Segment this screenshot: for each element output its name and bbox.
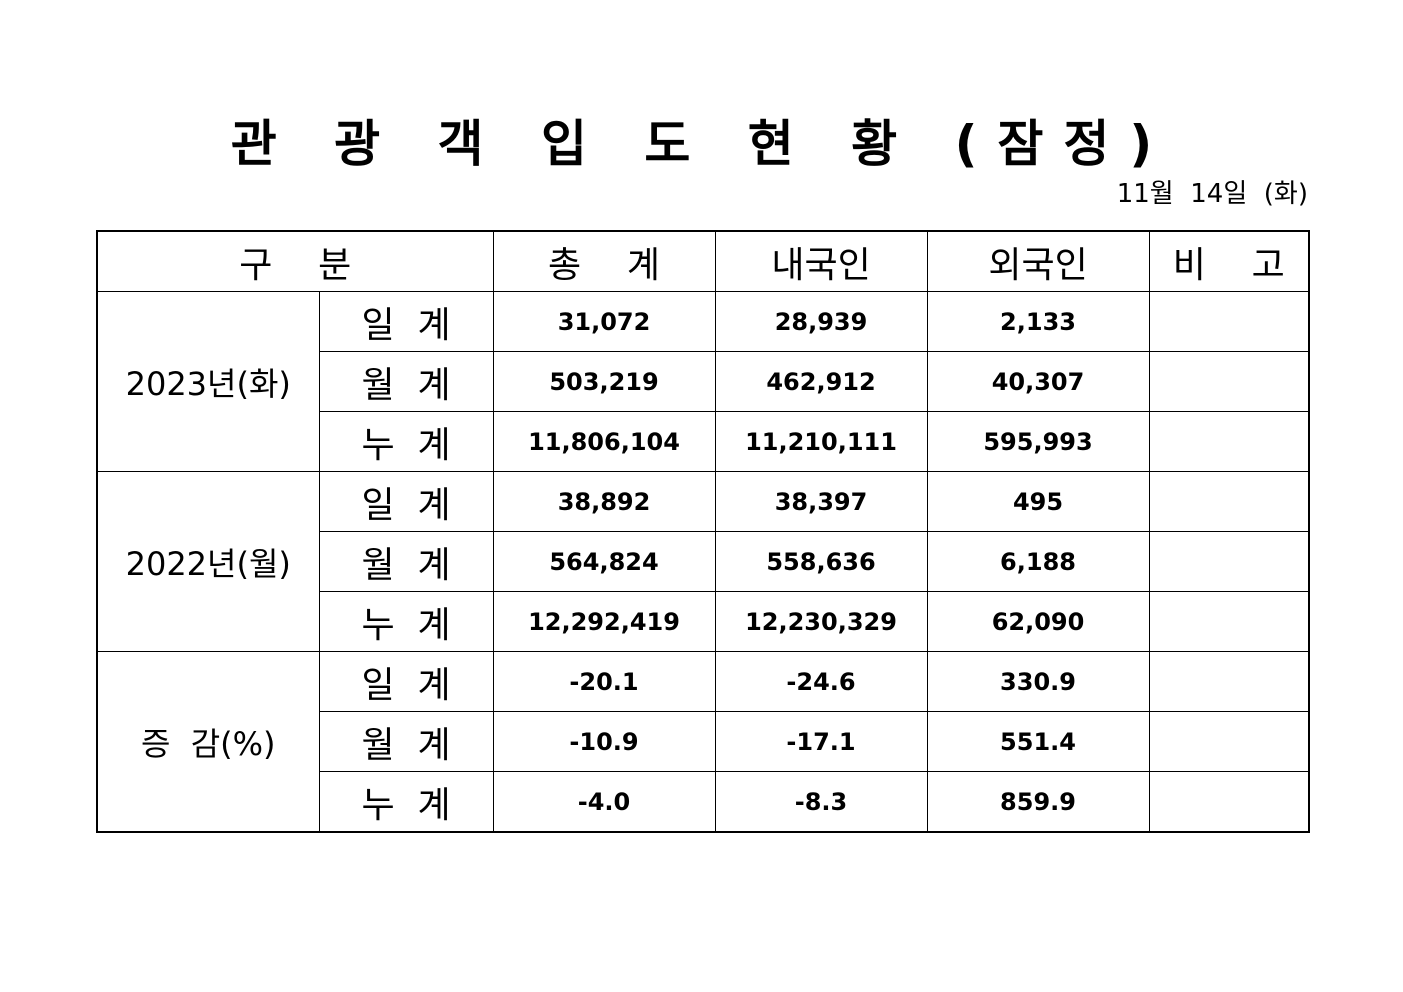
row-label: 누 계 <box>318 771 494 833</box>
cell-domestic: 462,912 <box>714 351 928 412</box>
cell-foreign: 2,133 <box>926 291 1150 352</box>
row-label: 누 계 <box>318 591 494 652</box>
cell-foreign: 40,307 <box>926 351 1150 412</box>
cell-foreign: 551.4 <box>926 711 1150 772</box>
cell-total: 31,072 <box>492 291 716 352</box>
cell-note <box>1148 411 1310 472</box>
cell-domestic: 28,939 <box>714 291 928 352</box>
cell-total: -10.9 <box>492 711 716 772</box>
group-label-2023: 2023년(화) <box>96 291 320 472</box>
cell-total: -4.0 <box>492 771 716 833</box>
cell-note <box>1148 531 1310 592</box>
cell-foreign: 859.9 <box>926 771 1150 833</box>
tourist-arrivals-table: 구 분 총 계 내국인 외국인 비 고 2023년(화) 일 계 31,072 … <box>96 230 1311 833</box>
cell-domestic: -24.6 <box>714 651 928 712</box>
row-label: 일 계 <box>318 651 494 712</box>
group-label-2022: 2022년(월) <box>96 471 320 652</box>
table-row: 월 계 -10.9 -17.1 551.4 <box>97 711 1310 772</box>
cell-domestic: 11,210,111 <box>714 411 928 472</box>
cell-domestic: -17.1 <box>714 711 928 772</box>
table-row: 증 감(%) 일 계 -20.1 -24.6 330.9 <box>96 651 1310 833</box>
cell-foreign: 595,993 <box>926 411 1150 472</box>
cell-total: 503,219 <box>492 351 716 412</box>
cell-total: -20.1 <box>492 651 716 712</box>
table-row: 월 계 564,824 558,636 6,188 <box>97 531 1310 592</box>
cell-foreign: 495 <box>926 471 1150 532</box>
table-row: 누 계 12,292,419 12,230,329 62,090 <box>97 591 1310 652</box>
cell-domestic: 12,230,329 <box>714 591 928 652</box>
row-label: 월 계 <box>318 711 494 772</box>
cell-domestic: -8.3 <box>714 771 928 833</box>
cell-domestic: 558,636 <box>714 531 928 592</box>
header-foreign: 외국인 <box>926 230 1150 292</box>
row-label: 월 계 <box>318 351 494 412</box>
cell-total: 38,892 <box>492 471 716 532</box>
cell-foreign: 330.9 <box>926 651 1150 712</box>
table-row: 2022년(월) 일 계 38,892 38,397 495 <box>96 471 1310 652</box>
cell-note <box>1148 471 1310 532</box>
table-row: 누 계 11,806,104 11,210,111 595,993 <box>97 411 1310 472</box>
header-category: 구 분 <box>96 230 494 292</box>
cell-total: 12,292,419 <box>492 591 716 652</box>
group-label-change: 증 감(%) <box>96 651 320 833</box>
cell-total: 564,824 <box>492 531 716 592</box>
row-label: 일 계 <box>318 471 494 532</box>
row-label: 일 계 <box>318 291 494 352</box>
page-title: 관 광 객 입 도 현 황 (잠정) <box>230 115 1173 173</box>
header-domestic: 내국인 <box>714 230 928 292</box>
cell-note <box>1148 291 1310 352</box>
header-total: 총 계 <box>492 230 716 292</box>
cell-note <box>1148 351 1310 412</box>
table-row: 2023년(화) 일 계 31,072 28,939 2,133 <box>96 291 1310 472</box>
row-label: 월 계 <box>318 531 494 592</box>
cell-domestic: 38,397 <box>714 471 928 532</box>
cell-note <box>1148 651 1310 712</box>
report-date: 11월 14일 (화) <box>1116 179 1308 209</box>
cell-note <box>1148 771 1310 833</box>
cell-foreign: 62,090 <box>926 591 1150 652</box>
header-note: 비 고 <box>1148 230 1310 292</box>
cell-note <box>1148 591 1310 652</box>
cell-note <box>1148 711 1310 772</box>
cell-total: 11,806,104 <box>492 411 716 472</box>
table-header-row: 구 분 총 계 내국인 외국인 비 고 <box>96 230 1310 292</box>
table-row: 누 계 -4.0 -8.3 859.9 <box>97 771 1310 833</box>
cell-foreign: 6,188 <box>926 531 1150 592</box>
row-label: 누 계 <box>318 411 494 472</box>
